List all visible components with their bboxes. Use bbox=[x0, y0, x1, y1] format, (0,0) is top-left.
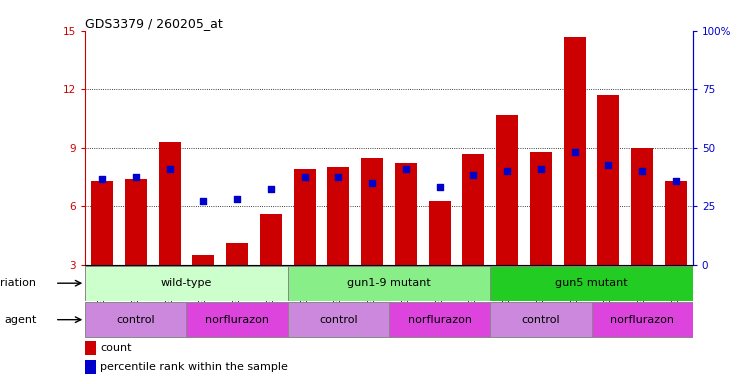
Point bbox=[569, 149, 581, 155]
Point bbox=[231, 195, 243, 202]
Point bbox=[130, 174, 142, 180]
Bar bbox=[631, 148, 653, 265]
Point bbox=[164, 166, 176, 172]
Point bbox=[299, 174, 310, 180]
Bar bbox=[491, 302, 591, 337]
Point bbox=[265, 186, 277, 192]
Text: agent: agent bbox=[4, 314, 36, 325]
Point bbox=[670, 178, 682, 184]
Text: GDS3379 / 260205_at: GDS3379 / 260205_at bbox=[85, 17, 223, 30]
Point bbox=[535, 166, 547, 172]
Text: norflurazon: norflurazon bbox=[610, 314, 674, 325]
Bar bbox=[85, 341, 96, 355]
Point bbox=[366, 180, 378, 186]
Bar bbox=[260, 214, 282, 265]
Bar bbox=[530, 152, 552, 265]
Bar bbox=[496, 115, 518, 265]
Bar bbox=[159, 142, 181, 265]
Text: wild-type: wild-type bbox=[161, 278, 212, 288]
Bar bbox=[429, 200, 451, 265]
Bar bbox=[288, 302, 389, 337]
Bar bbox=[187, 302, 288, 337]
Bar bbox=[85, 360, 96, 374]
Bar bbox=[85, 266, 288, 301]
Bar bbox=[597, 95, 619, 265]
Point bbox=[637, 168, 648, 174]
Bar bbox=[491, 266, 693, 301]
Bar bbox=[389, 302, 491, 337]
Point bbox=[333, 174, 345, 180]
Text: count: count bbox=[101, 343, 132, 353]
Text: norflurazon: norflurazon bbox=[205, 314, 269, 325]
Text: genotype/variation: genotype/variation bbox=[0, 278, 36, 288]
Text: norflurazon: norflurazon bbox=[408, 314, 472, 325]
Bar bbox=[591, 302, 693, 337]
Bar bbox=[665, 181, 687, 265]
Bar bbox=[193, 255, 214, 265]
Point bbox=[468, 172, 479, 178]
Bar bbox=[395, 164, 417, 265]
Point bbox=[197, 197, 209, 204]
Point bbox=[96, 176, 108, 182]
Bar bbox=[85, 302, 187, 337]
Bar bbox=[462, 154, 485, 265]
Text: gun5 mutant: gun5 mutant bbox=[555, 278, 628, 288]
Bar bbox=[288, 266, 491, 301]
Text: control: control bbox=[116, 314, 155, 325]
Point bbox=[501, 168, 513, 174]
Bar bbox=[293, 169, 316, 265]
Text: gun1-9 mutant: gun1-9 mutant bbox=[347, 278, 431, 288]
Bar bbox=[91, 181, 113, 265]
Bar bbox=[226, 243, 248, 265]
Point bbox=[433, 184, 445, 190]
Bar bbox=[125, 179, 147, 265]
Text: control: control bbox=[522, 314, 560, 325]
Bar bbox=[564, 36, 585, 265]
Point bbox=[602, 162, 614, 169]
Bar bbox=[361, 157, 383, 265]
Text: percentile rank within the sample: percentile rank within the sample bbox=[101, 362, 288, 372]
Text: control: control bbox=[319, 314, 358, 325]
Point bbox=[400, 166, 412, 172]
Bar bbox=[328, 167, 349, 265]
